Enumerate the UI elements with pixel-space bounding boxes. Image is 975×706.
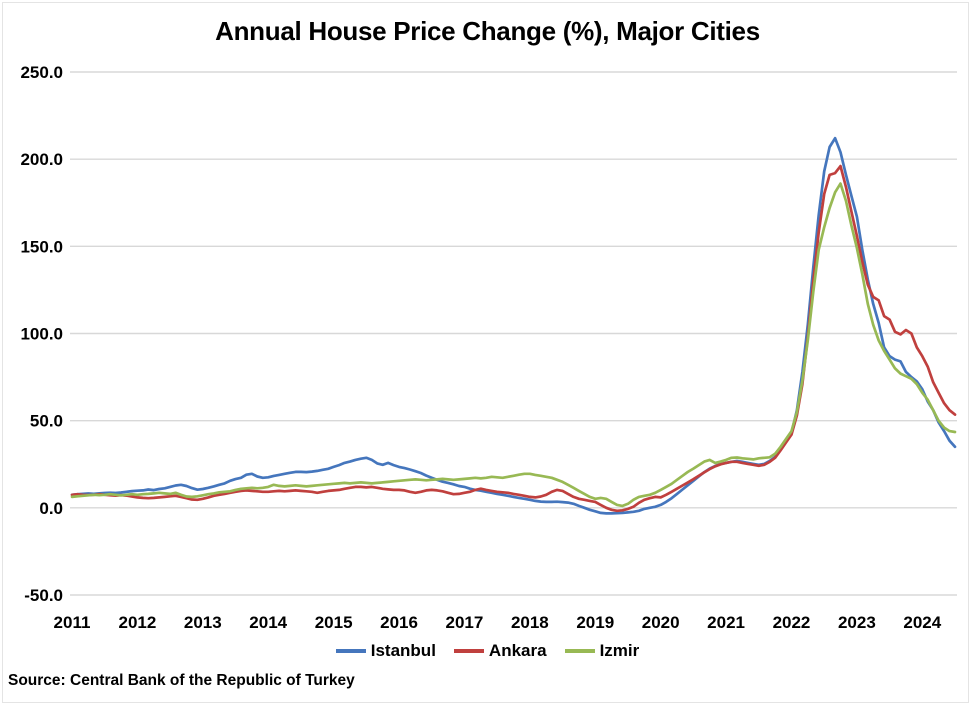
- y-axis-tick-label: 150.0: [20, 237, 63, 256]
- chart-title: Annual House Price Change (%), Major Cit…: [215, 16, 760, 46]
- x-axis-tick-label: 2015: [315, 613, 353, 632]
- y-axis-tick-label: 200.0: [20, 150, 63, 169]
- legend-label-ankara: Ankara: [488, 641, 547, 660]
- x-axis-tick-label: 2013: [184, 613, 222, 632]
- x-axis-tick-label: 2024: [903, 613, 941, 632]
- legend-item-izmir: Izmir: [564, 641, 640, 661]
- x-axis-tick-label: 2017: [446, 613, 484, 632]
- legend-label-izmir: Izmir: [599, 641, 640, 660]
- y-axis-tick-label: -50.0: [24, 586, 63, 605]
- legend-label-istanbul: Istanbul: [370, 641, 436, 660]
- ankara-line-swatch-icon: [453, 649, 484, 653]
- legend-item-ankara: Ankara: [453, 641, 547, 661]
- chart-canvas: 250.0 200.0 150.0 100.0 50.0 0.0 -50.0 2011 2012…: [20, 63, 957, 632]
- x-axis-tick-label: 2016: [380, 613, 418, 632]
- x-axis-tick-label: 2020: [642, 613, 680, 632]
- y-axis-tick-label: 50.0: [30, 412, 63, 431]
- istanbul-line-swatch-icon: [335, 649, 366, 653]
- x-axis-tick-label: 2021: [707, 613, 745, 632]
- y-axis-tick-label: 250.0: [20, 63, 63, 82]
- legend: Istanbul Ankara Izmir: [0, 641, 975, 661]
- x-axis-tick-label: 2023: [838, 613, 876, 632]
- izmir-line-swatch-icon: [564, 649, 595, 653]
- series-line-istanbul: [70, 136, 957, 515]
- x-axis-tick-label: 2011: [54, 613, 91, 632]
- x-axis-tick-label: 2018: [511, 613, 549, 632]
- x-axis-tick-label: 2014: [249, 613, 287, 632]
- x-axis-tick-label: 2012: [118, 613, 156, 632]
- x-axis-tick-label: 2022: [773, 613, 811, 632]
- y-axis-tick-label: 100.0: [20, 325, 63, 344]
- y-axis-tick-label: 0.0: [39, 499, 63, 518]
- series-line-izmir: [70, 182, 957, 508]
- source-note: Source: Central Bank of the Republic of …: [8, 672, 355, 689]
- x-axis-tick-label: 2019: [576, 613, 614, 632]
- series-line-ankara: [70, 164, 957, 513]
- legend-item-istanbul: Istanbul: [335, 641, 436, 661]
